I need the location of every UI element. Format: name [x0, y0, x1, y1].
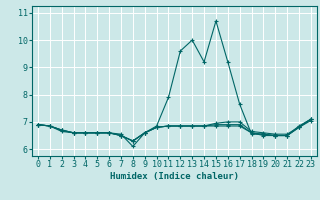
X-axis label: Humidex (Indice chaleur): Humidex (Indice chaleur)	[110, 172, 239, 181]
